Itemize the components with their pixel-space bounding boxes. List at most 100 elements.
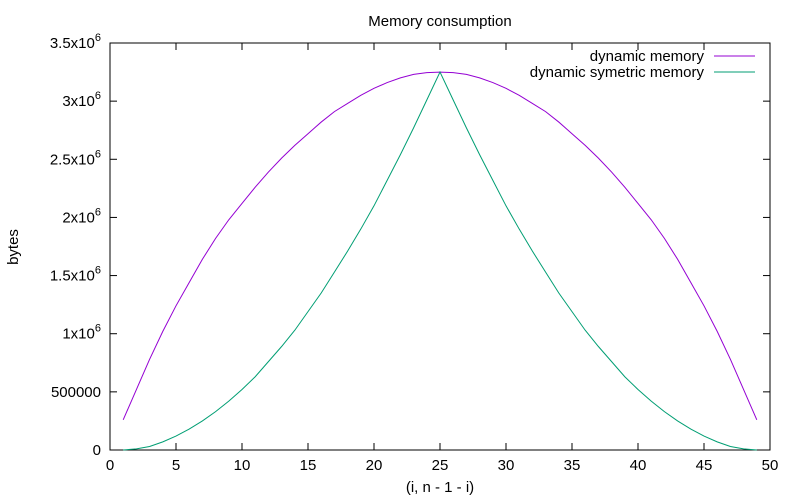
- series-lines: [122, 70, 758, 451]
- data-point: [255, 376, 256, 377]
- data-point: [453, 72, 454, 73]
- data-point: [466, 127, 467, 128]
- data-point: [611, 171, 612, 172]
- y-tick-mantissa: 1.5x10: [50, 268, 95, 285]
- data-point: [241, 389, 242, 390]
- data-point: [611, 361, 612, 362]
- data-point: [717, 331, 718, 332]
- data-point: [136, 389, 137, 390]
- data-point: [281, 158, 282, 159]
- data-point: [703, 305, 704, 306]
- data-point: [453, 99, 454, 100]
- data-point: [756, 449, 757, 450]
- data-point: [281, 346, 282, 347]
- x-tick-label: 10: [234, 457, 251, 474]
- data-point: [703, 435, 704, 436]
- data-point: [189, 282, 190, 283]
- series-line-0: [122, 71, 758, 420]
- data-point: [690, 282, 691, 283]
- x-tick-label: 30: [498, 457, 515, 474]
- y-tick-mantissa: 1x10: [62, 326, 95, 343]
- x-tick-label: 20: [366, 457, 383, 474]
- y-tick-label: 1.5x106: [50, 265, 101, 285]
- x-axis-label: (i, n - 1 - i): [406, 479, 474, 496]
- data-point: [228, 401, 229, 402]
- y-tick-mantissa: 500000: [51, 384, 101, 401]
- data-point: [505, 88, 506, 89]
- data-point: [400, 77, 401, 78]
- data-point: [400, 154, 401, 155]
- data-point: [387, 180, 388, 181]
- data-point: [637, 203, 638, 204]
- y-tick-label: 2x106: [62, 206, 101, 226]
- x-tick-label: 45: [696, 457, 713, 474]
- data-point: [585, 145, 586, 146]
- data-point: [479, 154, 480, 155]
- data-point: [466, 74, 467, 75]
- data-point: [730, 446, 731, 447]
- data-point: [241, 203, 242, 204]
- data-point: [268, 171, 269, 172]
- data-point: [123, 449, 124, 450]
- data-point: [162, 441, 163, 442]
- data-point: [136, 448, 137, 449]
- data-point: [545, 111, 546, 112]
- y-tick-exponent: 6: [95, 265, 101, 277]
- data-point: [321, 292, 322, 293]
- data-point: [492, 180, 493, 181]
- y-tick-exponent: 6: [95, 206, 101, 218]
- y-tick-mantissa: 2.5x10: [50, 151, 95, 168]
- x-tick-label: 5: [172, 457, 180, 474]
- y-tick-label: 3x106: [62, 90, 101, 110]
- y-tick-label: 1x106: [62, 323, 101, 343]
- data-point: [189, 428, 190, 429]
- y-tick-label: 2.5x106: [50, 148, 101, 168]
- y-axis-label: bytes: [5, 229, 22, 265]
- data-point: [439, 71, 440, 72]
- y-tick-exponent: 6: [95, 148, 101, 160]
- data-point: [492, 82, 493, 83]
- data-point: [598, 158, 599, 159]
- data-point: [519, 228, 520, 229]
- data-point: [307, 133, 308, 134]
- data-point: [624, 187, 625, 188]
- legend-label: dynamic memory: [590, 48, 705, 65]
- data-point: [268, 361, 269, 362]
- data-point: [307, 311, 308, 312]
- y-tick-mantissa: 3.5x10: [50, 35, 95, 52]
- legend-label: dynamic symetric memory: [530, 64, 705, 81]
- data-point: [730, 359, 731, 360]
- data-point: [664, 411, 665, 412]
- x-tick-label: 50: [762, 457, 779, 474]
- data-point: [360, 228, 361, 229]
- y-tick-label: 0: [93, 442, 101, 459]
- data-point: [215, 411, 216, 412]
- data-point: [373, 88, 374, 89]
- data-point: [598, 346, 599, 347]
- data-point: [228, 219, 229, 220]
- data-point: [202, 420, 203, 421]
- chart-title: Memory consumption: [368, 13, 511, 30]
- x-tick-label: 0: [106, 457, 114, 474]
- y-tick-label: 3.5x106: [50, 32, 101, 52]
- data-point: [294, 145, 295, 146]
- y-tick-label: 500000: [51, 384, 101, 401]
- data-point: [756, 419, 757, 420]
- data-point: [532, 103, 533, 104]
- data-point: [571, 311, 572, 312]
- data-point: [717, 441, 718, 442]
- data-point: [149, 446, 150, 447]
- data-point: [505, 205, 506, 206]
- data-point: [651, 219, 652, 220]
- y-tick-mantissa: 3x10: [62, 93, 95, 110]
- data-point: [426, 99, 427, 100]
- data-point: [347, 103, 348, 104]
- data-point: [413, 127, 414, 128]
- data-point: [558, 292, 559, 293]
- data-point: [202, 259, 203, 260]
- data-point: [215, 238, 216, 239]
- data-point: [624, 376, 625, 377]
- data-point: [571, 133, 572, 134]
